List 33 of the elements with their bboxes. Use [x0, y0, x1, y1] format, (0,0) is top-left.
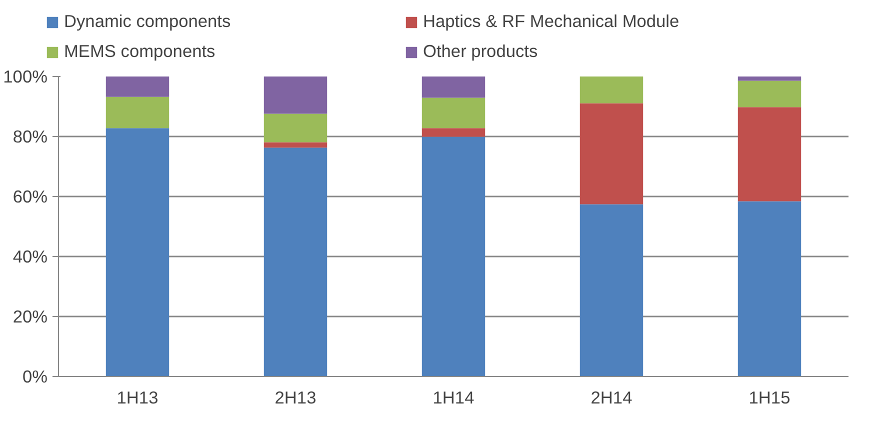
y-tick-label: 60%	[12, 186, 48, 206]
x-tick-label: 1H15	[748, 388, 790, 408]
x-tick-label: 2H13	[274, 388, 316, 408]
bar	[422, 128, 486, 137]
bar	[264, 148, 328, 376]
bar	[738, 107, 802, 202]
bar	[580, 76, 644, 104]
legend-label: Other products	[423, 41, 539, 62]
bar	[106, 96, 170, 128]
bar	[580, 103, 644, 204]
bar	[738, 201, 802, 376]
y-tick-label: 100%	[3, 66, 48, 86]
bar	[738, 76, 802, 81]
bar	[738, 80, 802, 108]
legend-label: Haptics & RF Mechanical Module	[423, 11, 680, 32]
legend-label: MEMS components	[64, 41, 216, 62]
x-tick-label: 1H13	[116, 388, 158, 408]
y-tick-label: 20%	[12, 306, 48, 326]
bar	[106, 128, 170, 376]
bar	[264, 142, 328, 148]
bar	[106, 76, 170, 97]
y-tick-label: 80%	[12, 126, 48, 146]
bar	[580, 204, 644, 376]
legend-label: Dynamic components	[64, 11, 232, 32]
bar	[422, 76, 486, 98]
x-tick-label: 1H14	[432, 388, 475, 408]
bar	[264, 76, 328, 114]
y-tick-label: 0%	[22, 366, 48, 386]
x-tick-label: 2H14	[590, 388, 633, 408]
bar	[422, 98, 486, 128]
bar	[264, 114, 328, 142]
bar	[422, 136, 486, 376]
y-tick-label: 40%	[12, 246, 48, 266]
